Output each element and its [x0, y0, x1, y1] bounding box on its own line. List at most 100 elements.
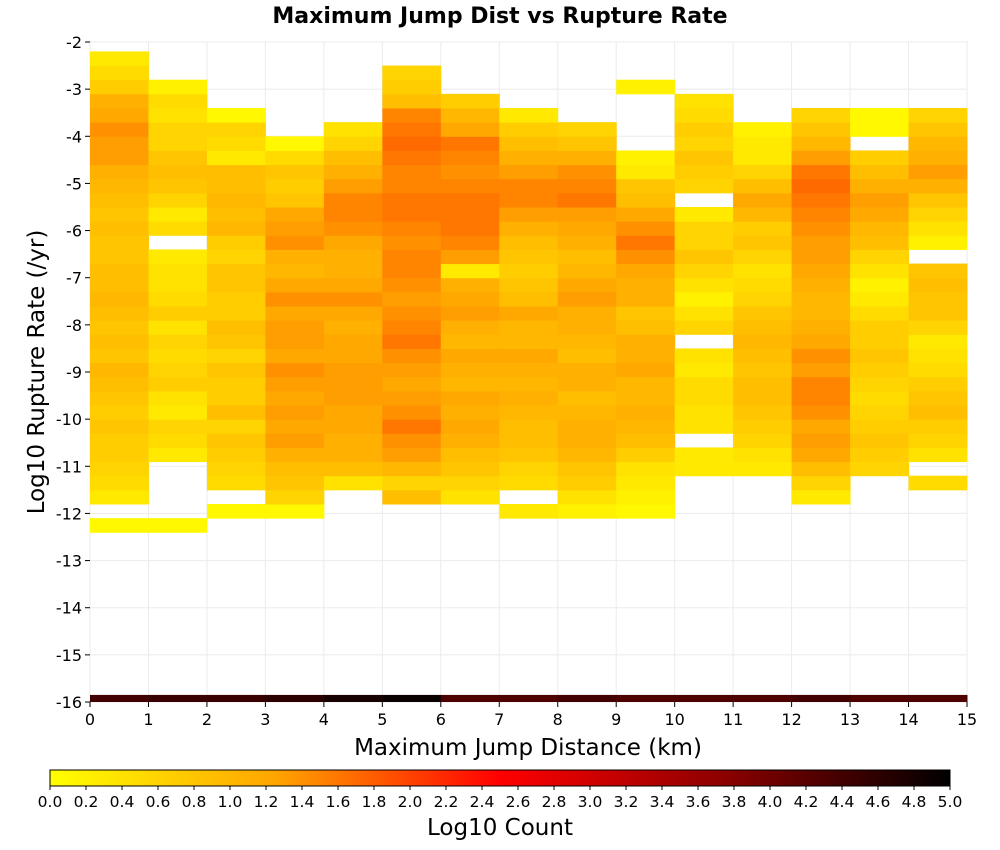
colorbar-tick-label: 3.0 [578, 793, 603, 811]
heatmap-cell [791, 150, 851, 166]
heatmap-cell [850, 221, 910, 236]
heatmap-cell [265, 277, 325, 293]
heatmap-cell [674, 122, 734, 137]
heatmap-cell [557, 291, 617, 307]
colorbar-tick-label: 2.8 [542, 793, 567, 811]
colorbar-tick-label: 3.2 [614, 793, 639, 811]
heatmap-cell [206, 390, 266, 406]
colorbar-tick-label: 4.8 [902, 793, 927, 811]
heatmap-cell [90, 518, 149, 533]
heatmap-cell [323, 475, 383, 491]
y-tick-label: -14 [56, 599, 82, 618]
heatmap-cell [440, 461, 500, 477]
x-tick-label: 4 [319, 710, 329, 729]
heatmap-cell [382, 291, 442, 307]
colorbar-tick-label: 1.4 [290, 793, 315, 811]
heatmap-cell [440, 207, 500, 222]
heatmap-cell [148, 433, 208, 448]
heatmap-cell [148, 221, 208, 236]
heatmap-cell [616, 362, 676, 378]
heatmap-cell [557, 122, 617, 137]
heatmap-cell [382, 192, 442, 208]
heatmap-cell [499, 390, 559, 406]
heatmap-cell [791, 221, 851, 236]
heatmap-cell [499, 178, 559, 194]
heatmap-cell [440, 263, 500, 279]
x-tick-label: 2 [202, 710, 212, 729]
heatmap-cell [733, 362, 793, 378]
heatmap-cell [265, 694, 325, 702]
heatmap-cell [265, 150, 325, 166]
colorbar-tick-label: 4.6 [866, 793, 891, 811]
heatmap-cell [206, 150, 266, 166]
heatmap-cell [148, 306, 208, 321]
colorbar-tick-label: 1.2 [254, 793, 279, 811]
heatmap-cell [90, 277, 149, 293]
heatmap-cell [908, 192, 968, 208]
heatmap-cell [850, 249, 910, 265]
heatmap-cell [791, 405, 851, 420]
y-tick-label: -11 [56, 457, 82, 476]
heatmap-cell [206, 221, 266, 236]
heatmap-cell [148, 334, 208, 349]
heatmap-cell [382, 419, 442, 434]
heatmap-cell [440, 694, 500, 702]
x-tick-label: 7 [494, 710, 504, 729]
heatmap-cell [440, 136, 500, 151]
heatmap-cell [206, 108, 266, 123]
heatmap-cell [674, 376, 734, 392]
heatmap-cell [733, 291, 793, 307]
heatmap-cell [499, 108, 559, 123]
heatmap-cell [90, 461, 149, 477]
heatmap-cell [323, 362, 383, 378]
heatmap-cell [908, 433, 968, 448]
heatmap-cell [206, 164, 266, 180]
heatmap-cell [382, 433, 442, 448]
heatmap-cell [206, 475, 266, 491]
heatmap-cell [733, 122, 793, 137]
heatmap-cell [440, 291, 500, 307]
heatmap-cell [265, 221, 325, 236]
heatmap-cell [440, 447, 500, 463]
heatmap-cell [440, 306, 500, 321]
heatmap-cell [90, 320, 149, 335]
colorbar-tick-label: 3.6 [686, 793, 711, 811]
heatmap-cell [440, 277, 500, 293]
heatmap-cell [206, 504, 266, 519]
heatmap-cell [674, 164, 734, 180]
heatmap-cell [557, 235, 617, 250]
heatmap-cell [791, 192, 851, 208]
x-axis-label: Maximum Jump Distance (km) [354, 735, 702, 761]
heatmap-cell [616, 694, 676, 702]
heatmap-cell [791, 694, 851, 702]
colorbar-ticks: 0.0 0.2 0.4 0.6 0.8 1.0 1.2 1.4 1.6 1.8 2.0 2.2 2.4 2… [38, 786, 962, 811]
heatmap-cell [206, 122, 266, 137]
heatmap-cell [908, 362, 968, 378]
heatmap-cell [733, 178, 793, 194]
heatmap-cell [148, 694, 208, 702]
heatmap-cell [674, 390, 734, 406]
heatmap-cell [323, 390, 383, 406]
heatmap-cell [206, 447, 266, 463]
heatmap-cell [382, 334, 442, 349]
heatmap-cell [90, 136, 149, 151]
heatmap-cell [850, 348, 910, 364]
heatmap-cell [206, 433, 266, 448]
heatmap-cell [733, 235, 793, 250]
heatmap-cell [674, 447, 734, 463]
heatmap-cell [265, 320, 325, 335]
heatmap-cell [908, 122, 968, 137]
colorbar-tick-label: 2.2 [434, 793, 459, 811]
heatmap-cell [382, 65, 442, 81]
heatmap-cell [382, 178, 442, 194]
heatmap-cell [908, 694, 968, 702]
heatmap-cell [382, 164, 442, 180]
heatmap-cell [616, 178, 676, 194]
heatmap-cell [733, 136, 793, 151]
heatmap-cell [323, 277, 383, 293]
heatmap-cell [323, 207, 383, 222]
heatmap-cell [440, 489, 500, 505]
heatmap-cell [674, 178, 734, 194]
heatmap-cell [206, 461, 266, 477]
